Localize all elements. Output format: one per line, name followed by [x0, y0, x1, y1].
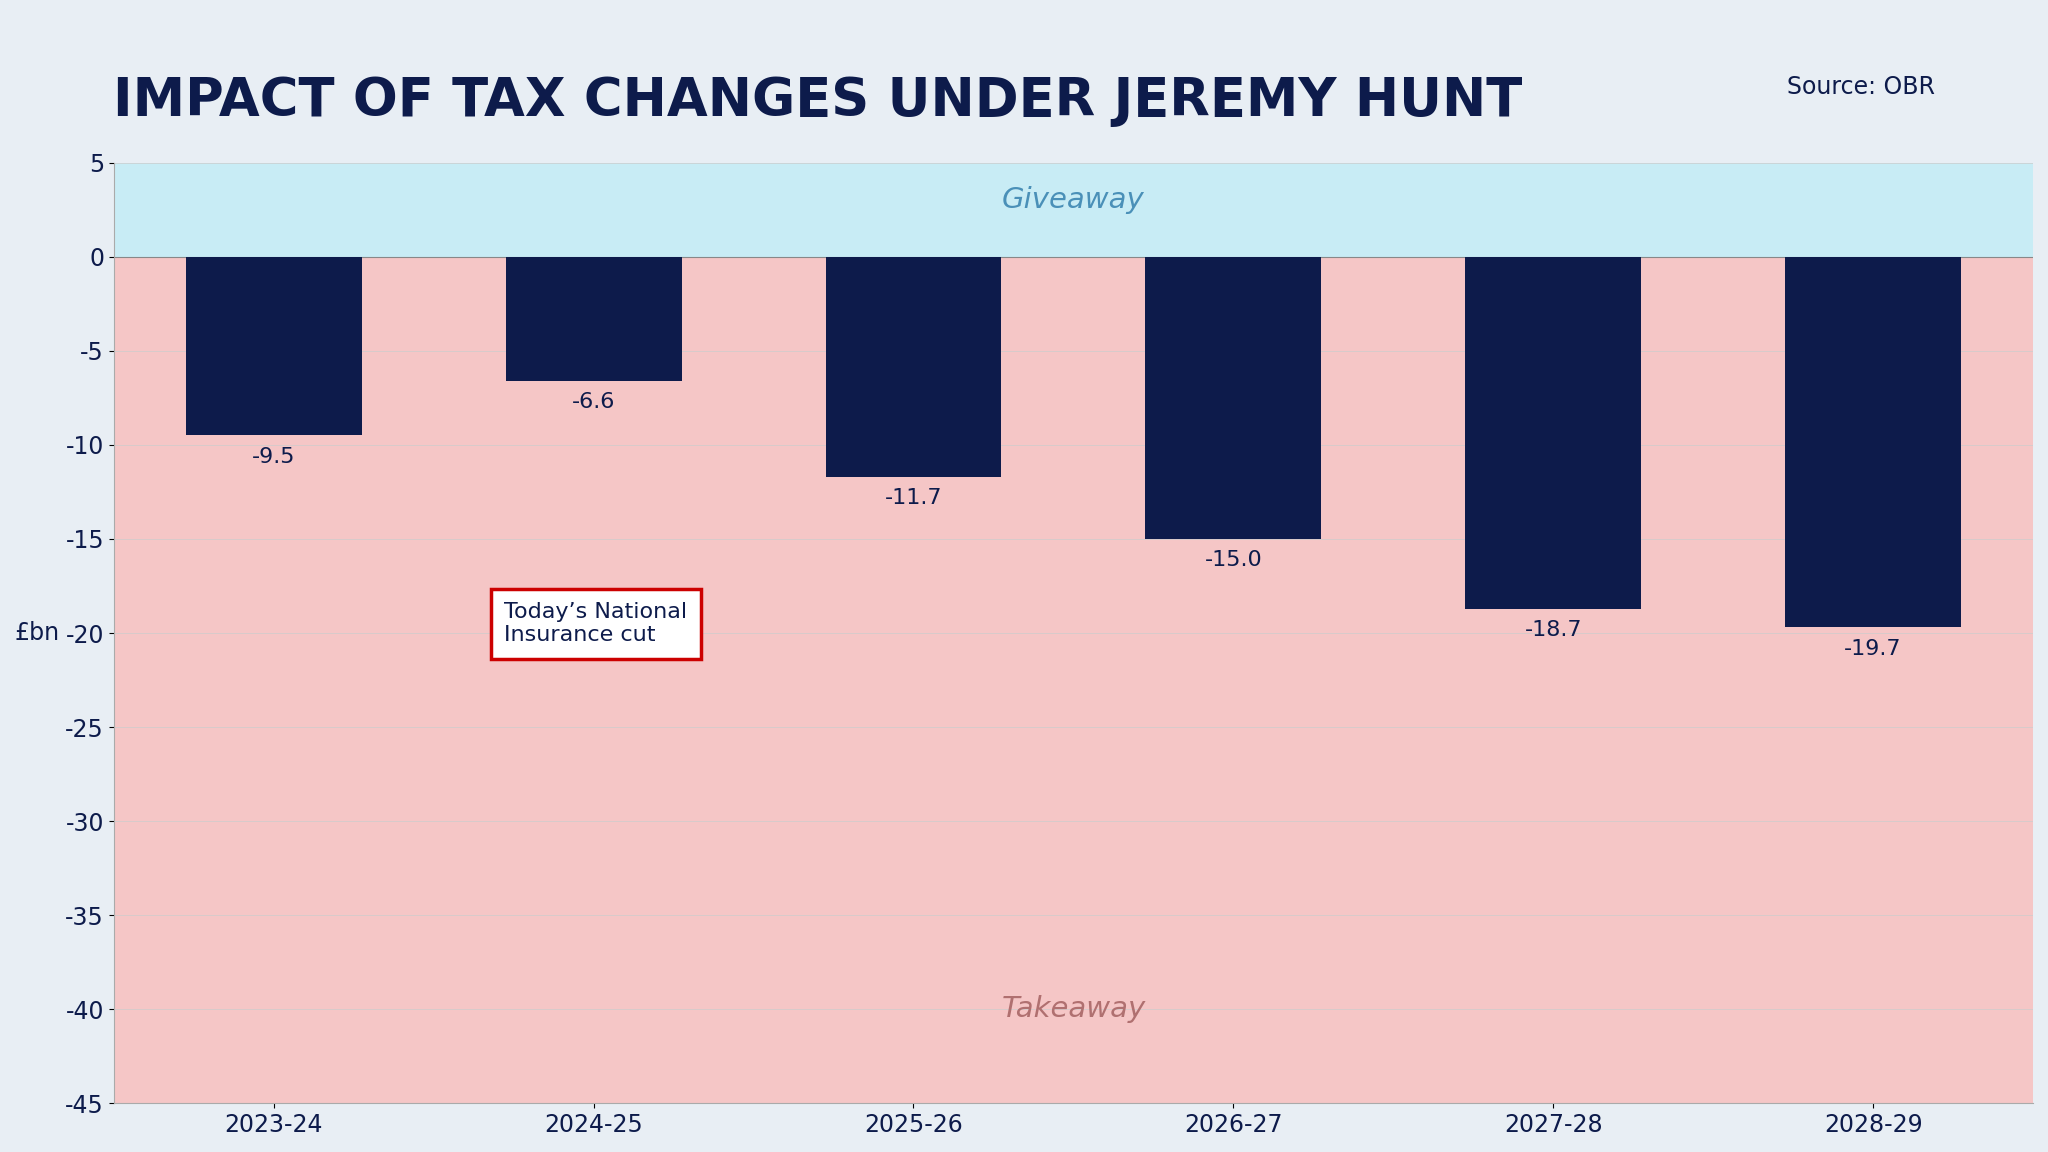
Y-axis label: £bn: £bn: [14, 621, 59, 645]
Text: IMPACT OF TAX CHANGES UNDER JEREMY HUNT: IMPACT OF TAX CHANGES UNDER JEREMY HUNT: [113, 75, 1522, 127]
Text: -6.6: -6.6: [571, 392, 614, 412]
Text: -11.7: -11.7: [885, 488, 942, 508]
Text: -19.7: -19.7: [1845, 638, 1903, 659]
Text: Today’s National
Insurance cut: Today’s National Insurance cut: [504, 602, 688, 645]
Text: Source: OBR: Source: OBR: [1788, 75, 1935, 99]
Bar: [186, 257, 362, 435]
Bar: [115, 162, 2034, 257]
Text: -18.7: -18.7: [1524, 620, 1581, 639]
Bar: [506, 257, 682, 381]
Bar: [1786, 257, 1962, 628]
Text: -9.5: -9.5: [252, 447, 295, 467]
Bar: [825, 257, 1001, 477]
Bar: [1145, 257, 1321, 539]
Bar: [1464, 257, 1640, 608]
Bar: [115, 257, 2034, 1104]
Text: Takeaway: Takeaway: [1001, 995, 1145, 1023]
Text: -15.0: -15.0: [1204, 551, 1262, 570]
Text: Giveaway: Giveaway: [1001, 187, 1145, 214]
